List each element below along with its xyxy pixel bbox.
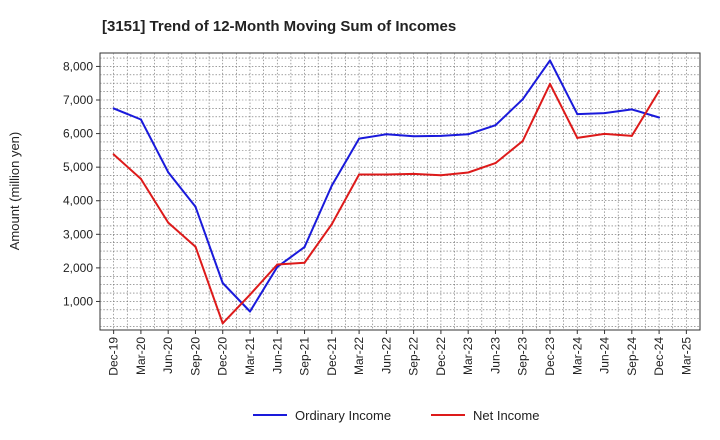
data-point-ordinary-income bbox=[549, 59, 551, 62]
data-point-ordinary-income bbox=[330, 184, 333, 187]
x-tick-label: Mar-20 bbox=[134, 337, 148, 375]
y-tick-label: 5,000 bbox=[63, 160, 93, 174]
data-point-net-income bbox=[494, 162, 497, 165]
x-tick-label: Mar-24 bbox=[570, 337, 584, 375]
data-point-net-income bbox=[576, 136, 579, 139]
y-tick-label: 2,000 bbox=[63, 261, 93, 275]
data-point-net-income bbox=[467, 171, 470, 174]
grid bbox=[100, 53, 700, 330]
legend-label-ordinary-income: Ordinary Income bbox=[295, 408, 391, 423]
data-point-net-income bbox=[276, 263, 279, 266]
x-tick-label: Sep-20 bbox=[188, 337, 202, 376]
data-point-net-income bbox=[139, 177, 142, 180]
data-point-net-income bbox=[603, 132, 606, 135]
data-point-net-income bbox=[303, 261, 306, 264]
data-point-ordinary-income bbox=[194, 205, 197, 208]
x-tick-label: Jun-23 bbox=[488, 337, 502, 374]
data-point-net-income bbox=[112, 153, 115, 156]
x-tick-label: Sep-24 bbox=[625, 337, 639, 376]
x-tick-label: Jun-24 bbox=[598, 337, 612, 374]
data-point-ordinary-income bbox=[658, 116, 661, 119]
chart-title: [3151] Trend of 12-Month Moving Sum of I… bbox=[102, 18, 456, 35]
x-tick-label: Jun-22 bbox=[379, 337, 393, 374]
y-tick-label: 1,000 bbox=[63, 294, 93, 308]
x-tick-label: Dec-24 bbox=[652, 337, 666, 376]
x-tick-label: Dec-19 bbox=[107, 337, 121, 376]
x-tick-label: Mar-23 bbox=[461, 337, 475, 375]
data-point-net-income bbox=[194, 245, 197, 248]
x-axis: Dec-19 Mar-20 Jun-20 Sep-20 Dec-20 Mar-21 Jun-… bbox=[107, 330, 693, 376]
x-tick-label: Sep-22 bbox=[407, 337, 421, 376]
data-point-net-income bbox=[385, 173, 388, 176]
x-tick-label: Mar-22 bbox=[352, 337, 366, 375]
y-tick-label: 4,000 bbox=[63, 194, 93, 208]
data-point-ordinary-income bbox=[521, 98, 524, 101]
y-tick-label: 7,000 bbox=[63, 93, 93, 107]
data-point-net-income bbox=[358, 173, 361, 176]
y-axis-label: Amount (million yen) bbox=[7, 132, 22, 251]
data-point-net-income bbox=[439, 174, 442, 177]
data-point-net-income bbox=[330, 223, 333, 226]
data-point-ordinary-income bbox=[467, 133, 470, 136]
data-point-net-income bbox=[167, 221, 170, 224]
data-point-net-income bbox=[549, 82, 551, 85]
x-tick-label: Jun-21 bbox=[270, 337, 284, 374]
legend: Ordinary Income Net Income bbox=[253, 408, 539, 423]
x-tick-label: Mar-21 bbox=[243, 337, 257, 375]
data-point-net-income bbox=[221, 322, 224, 325]
data-point-ordinary-income bbox=[412, 135, 415, 138]
data-point-ordinary-income bbox=[249, 310, 251, 313]
x-tick-label: Mar-25 bbox=[679, 337, 693, 375]
data-point-ordinary-income bbox=[139, 118, 142, 121]
x-tick-label: Dec-20 bbox=[216, 337, 230, 376]
data-point-net-income bbox=[658, 89, 661, 92]
data-point-ordinary-income bbox=[630, 108, 633, 111]
x-tick-label: Dec-23 bbox=[543, 337, 557, 376]
data-point-ordinary-income bbox=[576, 113, 579, 116]
data-point-ordinary-income bbox=[385, 133, 388, 136]
series-lines bbox=[112, 59, 661, 325]
x-tick-label: Sep-23 bbox=[516, 337, 530, 376]
y-tick-label: 8,000 bbox=[63, 59, 93, 73]
data-point-ordinary-income bbox=[603, 112, 606, 115]
y-axis: 1,000 2,000 3,000 4,000 5,000 6,000 7,000 8,000 bbox=[63, 59, 100, 308]
data-point-ordinary-income bbox=[112, 107, 115, 110]
data-point-net-income bbox=[249, 293, 251, 296]
x-tick-label: Sep-21 bbox=[298, 337, 312, 376]
y-tick-label: 6,000 bbox=[63, 127, 93, 141]
data-point-ordinary-income bbox=[439, 134, 442, 137]
data-point-net-income bbox=[521, 139, 524, 142]
data-point-ordinary-income bbox=[167, 171, 170, 174]
x-tick-label: Jun-20 bbox=[161, 337, 175, 374]
data-point-ordinary-income bbox=[303, 246, 306, 249]
data-point-net-income bbox=[630, 134, 633, 137]
data-point-ordinary-income bbox=[494, 124, 497, 127]
data-point-ordinary-income bbox=[221, 281, 224, 284]
legend-label-net-income: Net Income bbox=[473, 408, 539, 423]
x-tick-label: Dec-21 bbox=[325, 337, 339, 376]
y-tick-label: 3,000 bbox=[63, 227, 93, 241]
data-point-net-income bbox=[412, 172, 415, 175]
x-tick-label: Dec-22 bbox=[434, 337, 448, 376]
plot-area bbox=[99, 52, 701, 331]
data-point-ordinary-income bbox=[358, 137, 361, 140]
